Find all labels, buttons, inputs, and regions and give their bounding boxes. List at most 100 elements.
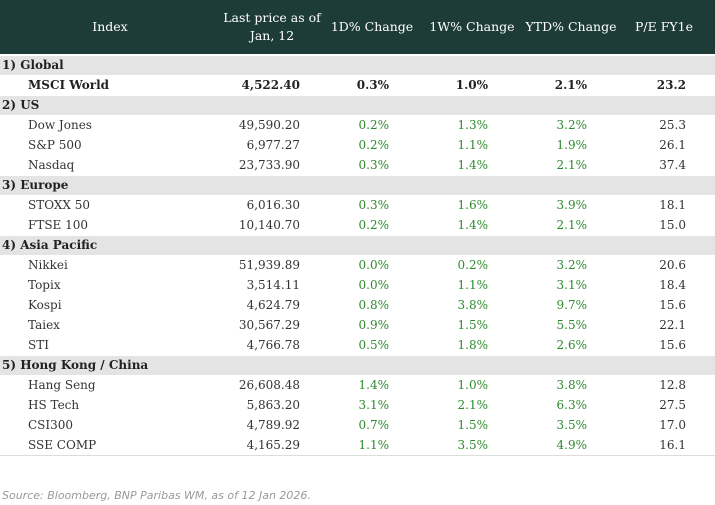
table-cell: 16.1 [659,438,686,452]
index-name: Taiex [28,318,60,332]
table-cell: 4,766.78 [246,338,300,352]
bottom-rule [0,455,715,456]
table-cell: 1.0% [455,78,488,92]
table-cell: 23,733.90 [238,158,300,172]
table-cell: 4,624.79 [246,298,300,312]
table-cell: 51,939.89 [238,258,300,272]
section-title: 1) Global [2,58,64,72]
table-cell: 18.4 [659,278,686,292]
section-title: 3) Europe [2,178,69,192]
table-cell: 6,016.30 [246,198,300,212]
column-header: Last price as of Jan, 12 [223,10,321,43]
source-note: Source: Bloomberg, BNP Paribas WM, as of… [2,489,311,502]
table-cell: 4,165.29 [246,438,300,452]
table-cell: 0.0% [358,278,390,292]
table-cell: 15.6 [659,298,686,312]
table-cell: 3.8% [556,378,588,392]
table-cell: 3.9% [556,198,588,212]
column-header: 1W% Change [429,19,515,34]
column-header: 1D% Change [330,19,414,34]
table-cell: 49,590.20 [238,118,300,132]
table-cell: 9.7% [556,298,588,312]
index-name: STI [28,338,49,352]
table-cell: 15.6 [659,338,686,352]
section-band [0,55,715,75]
table-cell: 0.2% [457,258,489,272]
table-cell: 2.1% [554,78,587,92]
index-name: Kospi [28,298,62,312]
table-cell: 1.4% [457,218,489,232]
table-cell: 0.8% [358,298,390,312]
table-cell: 1.3% [457,118,489,132]
table-cell: 3.5% [556,418,588,432]
table-cell: 1.1% [358,438,390,452]
index-name: HS Tech [28,398,80,412]
index-name: MSCI World [28,78,110,92]
table-cell: 2.1% [556,218,588,232]
table-cell: 2.6% [556,338,588,352]
section-band [0,95,715,115]
table-cell: 5,863.20 [246,398,300,412]
table-cell: 0.2% [358,218,390,232]
table-cell: 1.6% [457,198,489,212]
table-cell: 1.5% [457,318,489,332]
table-cell: 37.4 [659,158,686,172]
table-cell: 20.6 [659,258,686,272]
index-name: Hang Seng [28,378,96,392]
table-cell: 18.1 [659,198,686,212]
table-cell: 23.2 [656,78,686,92]
table-cell: 0.3% [358,198,390,212]
table-cell: 1.0% [457,378,489,392]
table-cell: 0.9% [358,318,390,332]
table-cell: 12.8 [659,378,686,392]
index-name: STOXX 50 [28,198,91,212]
table-cell: 3.8% [457,298,489,312]
index-name: S&P 500 [28,138,82,152]
section-title: 2) US [2,98,40,112]
table-cell: 0.3% [358,158,390,172]
table-cell: 1.4% [457,158,489,172]
table-cell: 4.9% [556,438,588,452]
table-cell: 3.1% [556,278,588,292]
table-cell: 30,567.29 [238,318,300,332]
table-cell: 3,514.11 [246,278,300,292]
section-band [0,175,715,195]
index-name: Nikkei [28,258,68,272]
index-name: Topix [28,278,61,292]
table-cell: 3.5% [457,438,489,452]
table-cell: 0.2% [358,138,390,152]
index-name: Dow Jones [28,118,92,132]
table-cell: 1.5% [457,418,489,432]
table-cell: 3.1% [358,398,390,412]
table-cell: 1.8% [457,338,489,352]
table-cell: 6.3% [556,398,588,412]
section-title: 5) Hong Kong / China [2,358,149,372]
table-cell: 25.3 [659,118,686,132]
table-cell: 26.1 [659,138,686,152]
table-cell: 4,789.92 [246,418,300,432]
header-band [0,0,715,54]
column-header: P/E FY1e [635,19,693,34]
table-cell: 10,140.70 [238,218,300,232]
index-name: Nasdaq [28,158,75,172]
table-cell: 6,977.27 [246,138,300,152]
section-title: 4) Asia Pacific [2,238,98,252]
table-cell: 2.1% [556,158,588,172]
table-cell: 15.0 [659,218,686,232]
table-cell: 0.5% [358,338,390,352]
table-cell: 17.0 [659,418,686,432]
table-cell: 1.9% [556,138,588,152]
table-cell: 3.2% [556,118,588,132]
table-cell: 3.2% [556,258,588,272]
table-cell: 1.1% [457,138,489,152]
table-cell: 1.4% [358,378,390,392]
index-name: CSI300 [28,418,74,432]
column-header: YTD% Change [525,19,617,34]
table-cell: 0.3% [356,78,389,92]
column-header: Index [92,19,128,34]
table-cell: 0.0% [358,258,390,272]
table-cell: 1.1% [457,278,489,292]
table-cell: 4,522.40 [241,78,300,92]
table-cell: 0.7% [358,418,390,432]
